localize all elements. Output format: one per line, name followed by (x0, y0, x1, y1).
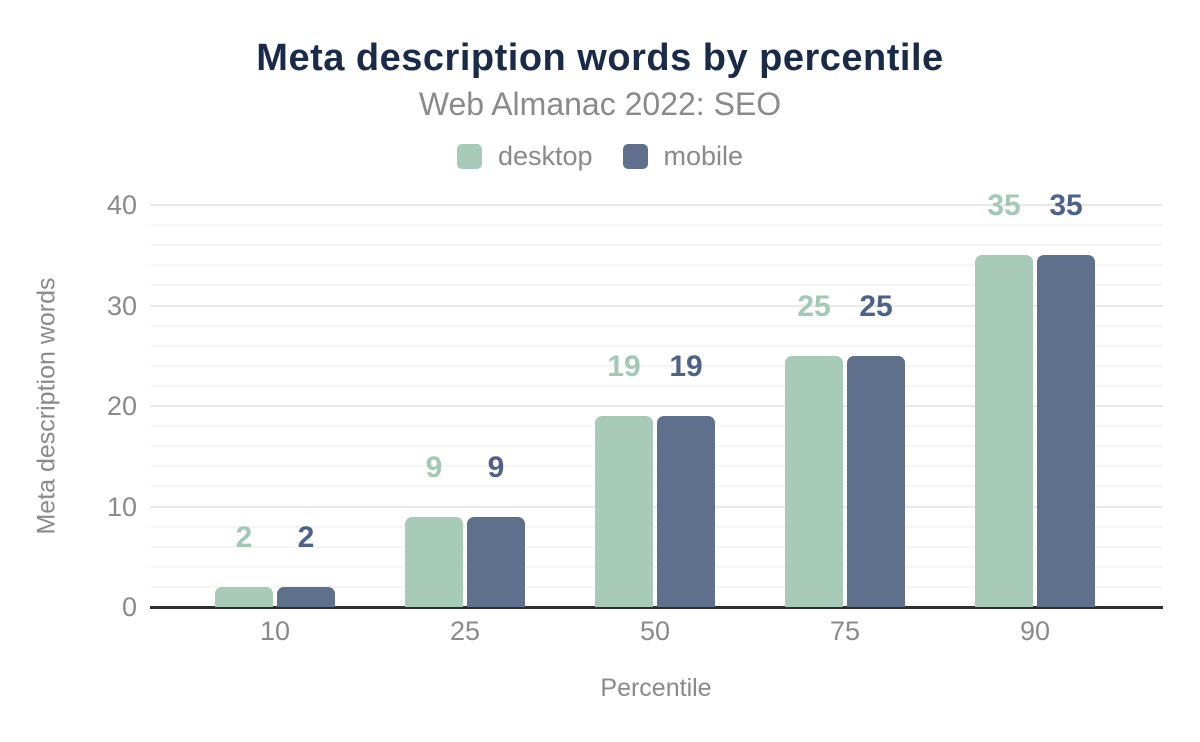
value-label-mobile-p25: 9 (487, 451, 505, 484)
gridline (150, 264, 1163, 267)
y-axis-tick-label: 30 (106, 290, 137, 321)
y-axis-tick-label: 0 (121, 592, 137, 622)
gridline (150, 244, 1163, 247)
x-axis-tick-label: 50 (639, 616, 671, 646)
bar-mobile-p25[interactable] (467, 517, 525, 607)
value-label-desktop-p90: 35 (987, 189, 1021, 222)
gridline (150, 324, 1163, 327)
y-axis-tick-label: 20 (106, 391, 137, 421)
gridline (150, 384, 1163, 387)
chart-subtitle: Web Almanac 2022: SEO (418, 86, 782, 122)
legend-swatch-mobile-icon (622, 144, 648, 169)
x-axis-title: Percentile (600, 674, 712, 702)
gridline (150, 485, 1163, 488)
x-axis-line (150, 606, 1163, 609)
value-label-desktop-p10: 2 (235, 521, 253, 554)
gridline (150, 425, 1163, 428)
value-label-desktop-p75: 25 (797, 290, 831, 323)
value-label-mobile-p10: 2 (297, 521, 315, 554)
bar-mobile-p10[interactable] (277, 587, 335, 607)
value-label-mobile-p75: 25 (859, 290, 893, 323)
legend-item-mobile[interactable]: mobile (622, 141, 744, 172)
chart-title: Meta description words by percentile (256, 37, 944, 79)
bar-desktop-p25[interactable] (405, 517, 463, 607)
gridline (150, 405, 1163, 407)
plot-area: 2 2 9 9 19 19 25 25 35 35 (150, 191, 1163, 609)
gridline (150, 505, 1163, 508)
bar-mobile-p75[interactable] (847, 356, 905, 607)
legend-item-desktop[interactable]: desktop (456, 141, 593, 172)
legend-swatch-desktop-icon (456, 144, 482, 169)
gridline (150, 545, 1163, 548)
y-axis-tick-label: 10 (106, 491, 137, 522)
y-axis-tick-label: 40 (106, 190, 137, 220)
gridline (150, 565, 1163, 568)
gridline (150, 525, 1163, 528)
gridline (150, 445, 1163, 448)
bar-desktop-p10[interactable] (215, 587, 273, 607)
bar-desktop-p75[interactable] (785, 356, 843, 607)
value-label-desktop-p25: 9 (425, 451, 443, 484)
gridline (150, 224, 1163, 227)
gridline (150, 364, 1163, 367)
gridline (150, 304, 1163, 307)
gridline (150, 284, 1163, 287)
bar-desktop-p90[interactable] (975, 255, 1033, 607)
bar-mobile-p90[interactable] (1037, 255, 1095, 607)
bar-mobile-p50[interactable] (657, 416, 715, 607)
x-axis-tick-label: 75 (829, 616, 861, 646)
bar-desktop-p50[interactable] (595, 416, 653, 607)
x-axis-tick-label: 10 (259, 616, 291, 646)
gridline (150, 585, 1163, 588)
gridline (150, 465, 1163, 468)
y-axis-title: Meta description words (32, 277, 61, 535)
gridline (150, 204, 1163, 206)
value-label-desktop-p50: 19 (607, 350, 641, 383)
gridline (150, 344, 1163, 347)
legend: desktop mobile (0, 141, 1200, 172)
value-label-mobile-p50: 19 (669, 350, 703, 383)
legend-label-desktop: desktop (497, 141, 593, 171)
legend-label-mobile: mobile (663, 141, 744, 171)
x-axis-tick-label: 90 (1019, 616, 1051, 646)
x-axis-tick-label: 25 (449, 616, 481, 646)
value-label-mobile-p90: 35 (1049, 189, 1083, 222)
